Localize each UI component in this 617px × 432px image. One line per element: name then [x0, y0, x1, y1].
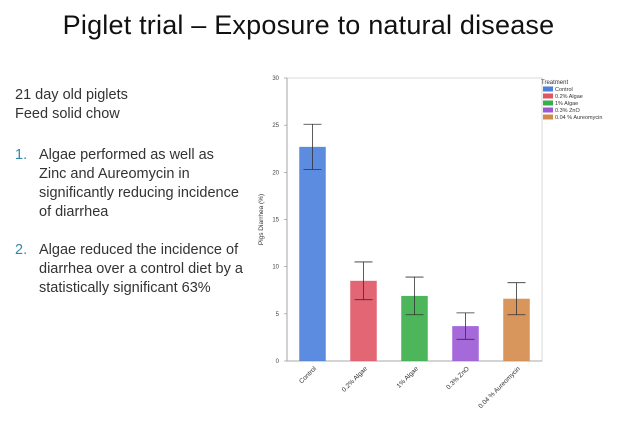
legend-entry: 0.04 % Aureomycin — [555, 115, 602, 121]
y-tick-label: 15 — [272, 218, 279, 224]
bar — [299, 146, 326, 361]
legend-swatch — [543, 100, 553, 106]
finding-number: 2. — [15, 242, 28, 258]
y-tick-label: 30 — [272, 76, 279, 82]
intro-line: Feed solid chow — [15, 106, 120, 122]
x-tick-label: Control — [298, 365, 318, 385]
y-tick-label: 10 — [272, 265, 279, 271]
y-tick-label: 5 — [276, 312, 280, 318]
y-tick-label: 25 — [272, 123, 279, 129]
slide-title: Piglet trial – Exposure to natural disea… — [62, 10, 555, 40]
y-tick-label: 20 — [272, 170, 279, 176]
intro-line: 21 day old piglets — [15, 87, 128, 103]
legend-entry: 0.3% ZnO — [555, 108, 580, 114]
legend-swatch — [543, 86, 553, 92]
legend-title: Treatment — [541, 80, 568, 86]
bar-chart: 0 5 10 15 20 25 30 Pigs Diarrhea (%) Control 0.2%… — [250, 65, 610, 430]
x-tick-label: 0.3% ZnO — [445, 365, 471, 391]
findings-list: 1. Algae performed as well as Zinc and A… — [15, 146, 245, 317]
intro-text: 21 day old piglets Feed solid chow — [15, 86, 128, 124]
x-tick-label: 0.2% Algae — [341, 365, 369, 393]
legend-swatch — [543, 107, 553, 113]
legend-entry: Control — [555, 87, 573, 93]
finding-item: 1. Algae performed as well as Zinc and A… — [15, 146, 245, 222]
x-tick-label: 1% Algae — [396, 365, 421, 390]
legend-entry: 0.2% Algae — [555, 94, 583, 100]
legend-swatch — [543, 114, 553, 120]
y-axis-title: Pigs Diarrhea (%) — [258, 194, 265, 245]
legend-swatch — [543, 93, 553, 99]
finding-number: 1. — [15, 147, 28, 163]
x-tick-label: 0.04 % Aureomycin — [477, 365, 522, 410]
finding-item: 2. Algae reduced the incidence of diarrh… — [15, 241, 245, 298]
legend-entry: 1% Algae — [555, 101, 578, 107]
y-tick-label: 0 — [276, 359, 280, 365]
finding-text: Algae reduced the incidence of diarrhea … — [39, 242, 243, 296]
finding-text: Algae performed as well as Zinc and Aure… — [39, 147, 239, 220]
